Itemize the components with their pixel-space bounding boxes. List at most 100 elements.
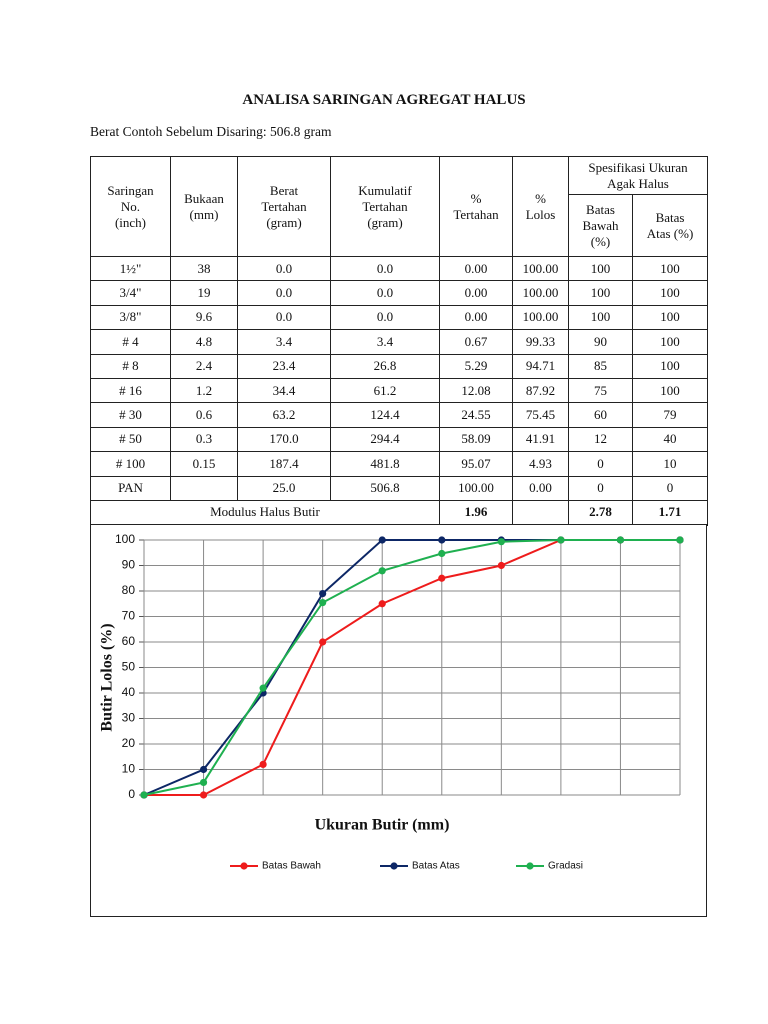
table-cell: 0 — [568, 451, 633, 477]
table-cell: 3.4 — [330, 329, 440, 355]
group-header-cell: Spesifikasi Ukuran Agak Halus — [567, 156, 709, 195]
sieve-table: Saringan No. (inch) Bukaan (mm) Berat Tertahan… — [90, 156, 709, 526]
legend-text: Batas Atas — [412, 861, 460, 872]
series-marker — [259, 684, 267, 692]
header-line: Kumulatif — [358, 182, 412, 198]
table-cell: 100.00 — [512, 255, 569, 282]
series-line — [143, 539, 680, 796]
table-cell: 41.91 — [512, 426, 569, 453]
table-row: # 30 0.6 63.2 124.4 24.55 75.45 60 79 — [90, 402, 709, 428]
table-cell: 99.33 — [512, 329, 569, 355]
table-cell: 100 — [568, 304, 633, 331]
table-cell: 100 — [631, 255, 709, 282]
table-cell: 0.0 — [237, 255, 331, 282]
table-cell: PAN — [90, 475, 171, 501]
table-cell: 19 — [170, 280, 238, 306]
y-axis-label: Butir Lolos (%) — [99, 623, 116, 731]
series-marker — [557, 536, 565, 544]
footer-empty — [512, 499, 569, 526]
table-cell: 63.2 — [237, 402, 331, 428]
table-cell: 100.00 — [439, 475, 513, 501]
header-line: % — [535, 190, 546, 206]
table-cell: 38 — [170, 255, 238, 282]
header-line: No. — [120, 198, 141, 214]
y-tick-label: 90 — [122, 558, 136, 572]
table-cell — [170, 475, 238, 501]
legend-text: Batas Bawah — [262, 861, 321, 872]
table-row: PAN 25.0 506.8 100.00 0.00 0 0 — [90, 475, 709, 501]
series-marker — [378, 567, 386, 575]
header-cell: % Lolos — [512, 156, 569, 257]
header-line: Berat — [269, 182, 299, 198]
header-cell: % Tertahan — [439, 156, 513, 257]
table-cell: 12 — [568, 426, 633, 453]
series-marker — [199, 765, 208, 774]
table-cell: 58.09 — [439, 426, 513, 453]
table-cell: 100 — [631, 377, 709, 404]
document-title: ANALISA SARINGAN AGREGAT HALUS — [242, 92, 526, 108]
table-cell: 24.55 — [439, 402, 513, 428]
series-marker — [378, 536, 386, 544]
table-row: # 50 0.3 170.0 294.4 58.09 41.91 12 40 — [90, 426, 709, 453]
table-cell: 23.4 — [237, 353, 331, 379]
table-cell: 10 — [631, 451, 709, 477]
table-cell: 506.8 — [330, 475, 440, 501]
table-cell: 90 — [568, 329, 633, 355]
series-marker — [438, 536, 446, 544]
header-line: Bawah — [582, 217, 619, 233]
table-row: # 16 1.2 34.4 61.2 12.08 87.92 75 100 — [90, 377, 709, 404]
series-marker — [616, 536, 625, 544]
series-marker — [497, 561, 505, 570]
y-tick-label: 50 — [122, 660, 136, 674]
table-cell: 187.4 — [237, 451, 331, 477]
table-cell: 40 — [631, 426, 709, 453]
table-cell: 0.67 — [439, 329, 513, 355]
table-footer: Modulus Halus Butir 1.96 2.78 1.71 — [90, 499, 709, 526]
table-cell: 0.0 — [237, 304, 331, 331]
y-tick-label: 60 — [122, 634, 136, 648]
table-cell: 100.00 — [512, 304, 569, 331]
footer-value: 1.71 — [631, 499, 709, 526]
table-cell: 5.29 — [439, 353, 513, 379]
header-row: Saringan No. (inch) Bukaan (mm) Berat Tertahan… — [90, 156, 709, 257]
footer-row: Modulus Halus Butir 1.96 2.78 1.71 — [90, 499, 709, 526]
footer-value: 1.96 — [439, 499, 513, 526]
table-cell: 0.00 — [439, 280, 513, 306]
table-cell: 60 — [568, 402, 633, 428]
table-cell: 170.0 — [237, 426, 331, 453]
y-tick-label: 30 — [122, 711, 136, 725]
table-cell: 95.07 — [439, 451, 513, 477]
table-cell: 100 — [631, 353, 709, 379]
series-marker — [497, 538, 505, 546]
table-cell: 100 — [631, 329, 709, 355]
table-cell: 3/4" — [90, 280, 171, 306]
header-line: Lolos — [525, 206, 556, 222]
table-cell: 0.0 — [330, 280, 440, 306]
y-tick-label: 100 — [115, 532, 135, 546]
table-cell: # 4 — [90, 329, 171, 355]
table-cell: 0.0 — [237, 280, 331, 306]
header-line: (gram) — [266, 214, 302, 230]
table-cell: 25.0 — [237, 475, 331, 501]
table-cell: 124.4 — [330, 402, 440, 428]
series-marker — [319, 638, 327, 646]
header-line: Saringan — [107, 182, 154, 198]
header-line: % — [470, 190, 482, 206]
table-cell: 0.3 — [170, 426, 238, 453]
header-line: Spesifikasi Ukuran — [588, 159, 688, 175]
y-tick-label: 40 — [122, 685, 136, 699]
legend-marker — [526, 862, 534, 870]
table-row: # 4 4.8 3.4 3.4 0.67 99.33 90 100 — [90, 329, 709, 355]
header-line: (mm) — [189, 206, 219, 222]
table-cell: 61.2 — [330, 377, 440, 404]
series-marker — [319, 589, 327, 598]
table-cell: 100 — [631, 304, 709, 331]
series-marker — [378, 600, 386, 608]
table-cell: 100 — [568, 280, 633, 306]
table-cell: 0.15 — [170, 451, 238, 477]
table-row: 3/4" 19 0.0 0.0 0.00 100.00 100 100 — [90, 280, 709, 306]
table-cell: 100 — [568, 255, 633, 282]
table-row: # 100 0.15 187.4 481.8 95.07 4.93 0 10 — [90, 451, 709, 477]
table-row: # 8 2.4 23.4 26.8 5.29 94.71 85 100 — [90, 353, 709, 379]
table-cell: 100.00 — [512, 280, 569, 306]
